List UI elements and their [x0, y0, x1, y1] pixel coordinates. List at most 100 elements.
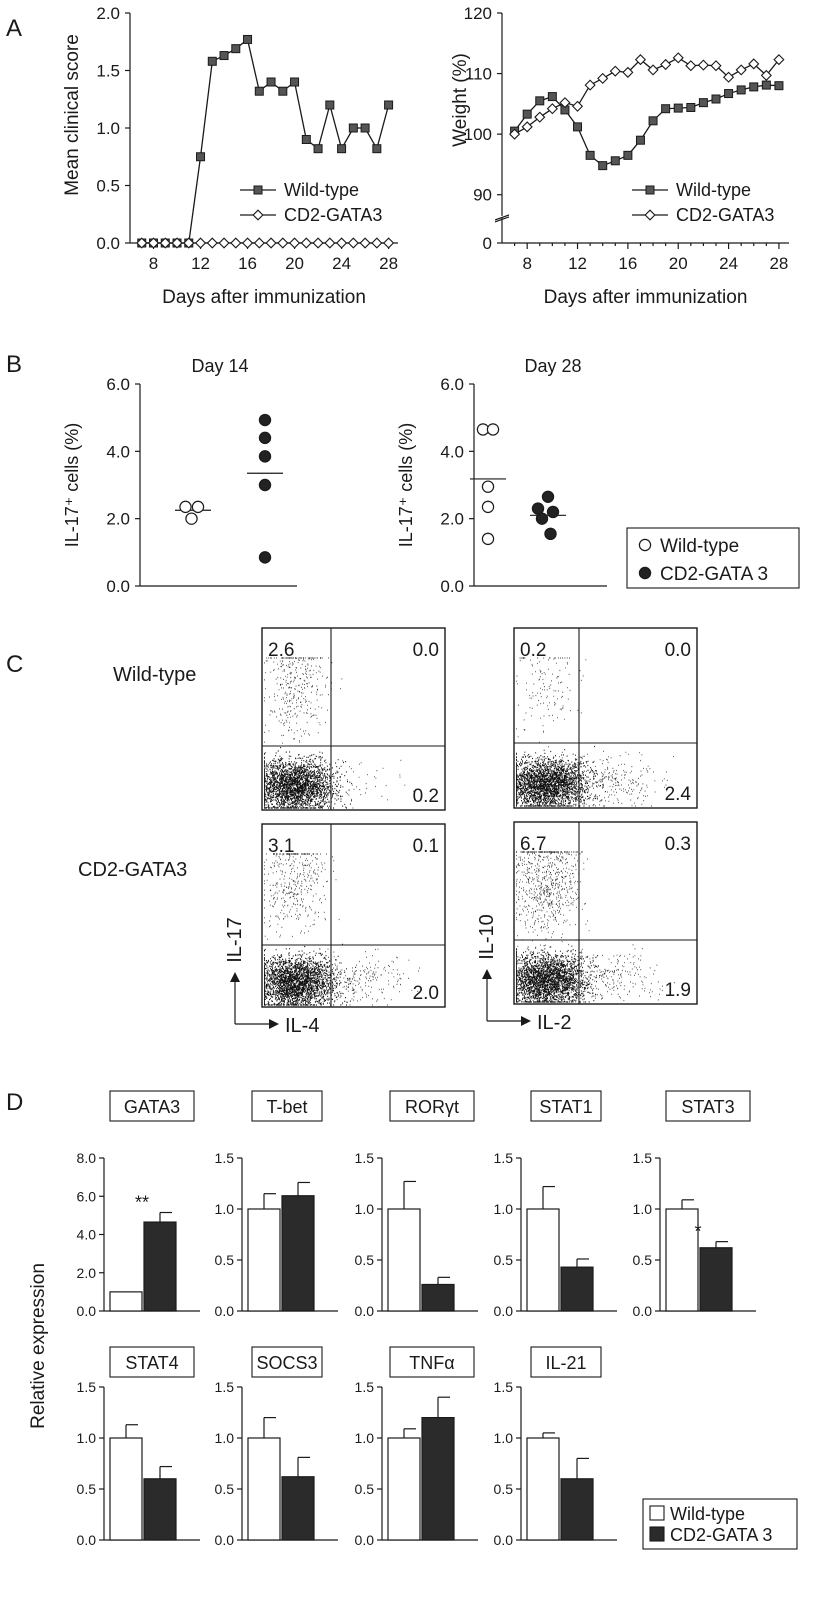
y-tick-label: 1.5 — [494, 1379, 514, 1395]
data-point — [597, 72, 609, 84]
line-chart-a1: 0.0 0.5 1.0 1.5 2.0 8 12 16 20 24 28 Days after imm… — [62, 4, 398, 308]
y-tick-label: 0.0 — [494, 1303, 514, 1319]
data-point — [535, 512, 549, 525]
data-point — [686, 102, 696, 112]
y-tick-label: 110 — [465, 65, 492, 84]
data-point — [571, 100, 584, 112]
data-point — [191, 500, 205, 514]
panel-label-d: D — [6, 1089, 23, 1116]
panel-a: 0.0 0.5 1.0 1.5 2.0 8 12 16 20 24 28 Days after imm… — [62, 4, 789, 308]
legend-marker — [645, 185, 655, 195]
bar-chart-socs3: SOCS3 0.0 0.5 1.0 1.5 — [215, 1346, 338, 1548]
gene-title-box — [109, 1090, 195, 1122]
bar-cd2-gata3 — [281, 1476, 315, 1541]
data-point — [301, 135, 311, 144]
legend-box — [642, 1498, 798, 1550]
gene-title: GATA3 — [124, 1097, 180, 1117]
gene-title: IL-21 — [545, 1353, 586, 1373]
y-tick-label: 0.5 — [215, 1481, 235, 1497]
panel-labels: A B C D — [6, 15, 23, 1116]
bar-chart-stat3: STAT3 0.0 0.5 1.0 1.5 * — [633, 1090, 756, 1319]
arrowhead — [269, 1019, 279, 1029]
bar-wild-type — [109, 1437, 143, 1541]
quadrant-value-ur: 0.1 — [413, 836, 439, 857]
x-tick-label: 16 — [238, 254, 257, 273]
data-point — [206, 237, 218, 249]
data-point — [384, 100, 394, 110]
data-point — [312, 237, 324, 249]
y-tick-label: 1.0 — [494, 1201, 514, 1217]
data-point — [723, 71, 735, 83]
bar-cd2-gata3 — [143, 1478, 177, 1541]
data-point — [336, 237, 348, 249]
y-tick-label: 2.0 — [440, 510, 464, 529]
gene-title-box — [251, 1346, 323, 1378]
data-point — [277, 237, 289, 249]
y-axis-label: IL-17⁺ cells (%) — [62, 423, 82, 548]
data-point — [534, 111, 546, 123]
flow-plot: 6.7 0.3 1.9 IL-2 IL-10 — [476, 821, 698, 1034]
gene-title-box — [530, 1090, 602, 1122]
y-tick-label: 2.0 — [106, 510, 130, 529]
flow-plot: 0.2 0.0 2.4 — [513, 627, 698, 809]
y-tick-label: 1.0 — [215, 1201, 235, 1217]
event-dots — [516, 851, 675, 1003]
data-point — [748, 58, 760, 70]
data-point — [481, 532, 495, 546]
data-point — [481, 480, 495, 493]
legend-swatch-cd2-gata3 — [649, 1526, 665, 1542]
data-point — [584, 79, 596, 91]
data-point — [541, 490, 555, 503]
data-point — [360, 123, 370, 133]
bar-chart-t-bet: T-bet 0.0 0.5 1.0 1.5 — [215, 1090, 338, 1319]
bar-wild-type — [247, 1437, 281, 1541]
y-tick-label: 90 — [473, 186, 492, 205]
bar-wild-type — [526, 1208, 560, 1312]
quadrant-value-ur: 0.3 — [665, 834, 691, 855]
y-tick-label: 1.0 — [77, 1430, 97, 1446]
data-point — [724, 89, 734, 99]
bar-wild-type — [387, 1208, 421, 1312]
significance-marker: * — [694, 1222, 701, 1242]
data-point — [535, 96, 545, 106]
gene-title-box — [389, 1090, 475, 1122]
data-point — [609, 65, 621, 77]
legend-label: CD2-GATA 3 — [660, 564, 768, 585]
x-tick-label: 12 — [191, 254, 210, 273]
data-point — [136, 237, 148, 249]
quadrant-value-ul: 6.7 — [520, 834, 546, 855]
data-point — [635, 135, 645, 145]
y-axis-label: Relative expression — [28, 1263, 49, 1429]
y-tick-label: 6.0 — [77, 1188, 97, 1204]
y-tick-label: 0.5 — [77, 1481, 97, 1497]
quadrant-value-lr: 1.9 — [665, 980, 691, 1001]
data-point — [735, 64, 747, 76]
data-point — [313, 144, 323, 154]
x-tick-label: 20 — [669, 254, 688, 273]
flow-plot: 3.1 0.1 2.0 IL-4 IL-17 — [224, 823, 446, 1037]
x-tick-label: 12 — [568, 254, 587, 273]
gene-title: T-bet — [266, 1097, 307, 1117]
gene-title-box — [530, 1346, 602, 1378]
bar-wild-type — [109, 1291, 143, 1312]
gene-title-box — [251, 1090, 323, 1122]
x-tick-label: 16 — [618, 254, 637, 273]
data-point — [648, 116, 658, 126]
flow-x-label: IL-4 — [285, 1015, 319, 1037]
gene-title: TNFα — [409, 1353, 454, 1373]
data-point — [258, 478, 272, 492]
chart-title: Day 14 — [191, 356, 248, 376]
y-tick-label: 8.0 — [77, 1150, 97, 1166]
arrowhead — [230, 972, 240, 982]
data-point — [290, 77, 300, 87]
bar-cd2-gata3 — [560, 1266, 594, 1312]
x-tick-label: 8 — [149, 254, 158, 273]
data-point — [371, 237, 383, 249]
gene-title: STAT4 — [125, 1353, 178, 1373]
data-point — [265, 237, 277, 249]
y-axis-label: Mean clinical score — [62, 34, 83, 196]
data-point — [348, 123, 358, 133]
bar-cd2-gata3 — [143, 1221, 177, 1312]
quadrant-value-ur: 0.0 — [665, 640, 691, 661]
y-tick-label: 0.5 — [494, 1252, 514, 1268]
